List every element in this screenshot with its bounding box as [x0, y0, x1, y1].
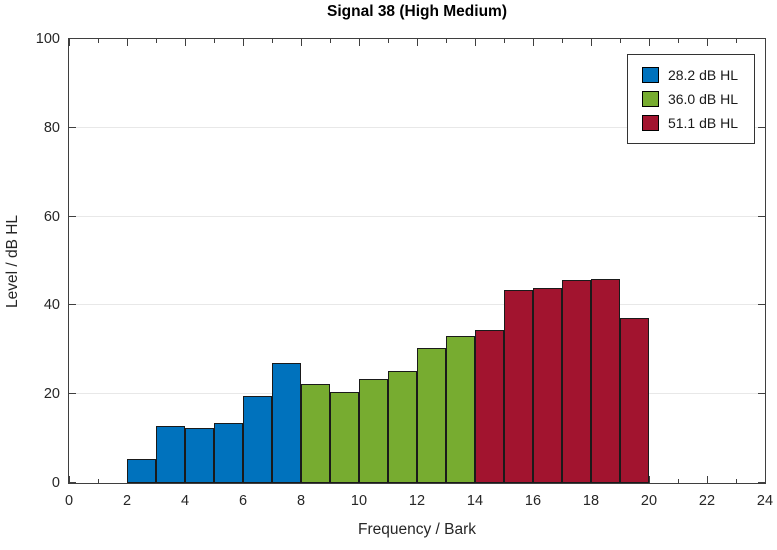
x-tick-label: 20 [640, 493, 658, 509]
legend-label: 28.2 dB HL [667, 67, 738, 83]
legend-item-2: 36.0 dB HL [641, 87, 738, 111]
x-tick-label: 6 [238, 493, 248, 509]
x-tick-label: 0 [64, 493, 74, 509]
gridline-y-60 [69, 215, 765, 217]
legend: 28.2 dB HL 36.0 dB HL 51.1 dB HL [626, 54, 755, 144]
y-tick-label: 20 [43, 386, 60, 403]
bar-series3-17bark [562, 279, 591, 483]
x-tick-label: 12 [408, 493, 426, 509]
x-tick-major [301, 39, 302, 46]
x-tick-minor [620, 39, 621, 43]
x-tick-label: 4 [180, 493, 190, 509]
legend-swatch [641, 67, 659, 83]
bar-series1-2bark [127, 459, 156, 483]
x-tick-major [185, 39, 186, 46]
y-tick-left [69, 482, 76, 483]
x-tick-minor [388, 39, 389, 43]
y-tick-right [758, 482, 765, 483]
legend-label: 51.1 dB HL [667, 115, 738, 131]
x-tick-major [649, 476, 650, 483]
x-tick-label: 22 [698, 493, 716, 509]
x-tick-major [359, 39, 360, 46]
bar-series1-6bark [243, 396, 272, 483]
chart-title: Signal 38 (High Medium) [327, 3, 507, 20]
bar-series1-5bark [214, 422, 243, 483]
x-tick-minor [330, 39, 331, 43]
x-tick-minor [98, 39, 99, 43]
x-tick-label: 2 [122, 493, 132, 509]
y-tick-label: 100 [35, 31, 60, 47]
bar-series3-14bark [475, 329, 504, 483]
bar-series1-7bark [272, 363, 301, 483]
bar-series3-19bark [620, 317, 649, 483]
x-tick-minor [678, 479, 679, 483]
bar-series3-18bark [591, 278, 620, 483]
x-tick-minor [504, 39, 505, 43]
y-tick-label: 60 [43, 208, 60, 225]
y-tick-right [758, 304, 765, 306]
x-tick-minor [562, 39, 563, 43]
x-axis-label: Frequency / Bark [357, 521, 477, 538]
x-tick-label: 24 [756, 493, 774, 509]
y-tick-left [69, 393, 76, 395]
y-tick-right [758, 126, 765, 128]
x-tick-minor [736, 479, 737, 483]
x-tick-major [417, 39, 418, 46]
x-tick-major [765, 39, 766, 46]
bar-series2-10bark [359, 378, 388, 483]
bar-series2-12bark [417, 347, 446, 483]
gridline-y-80 [69, 126, 765, 128]
bar-series3-16bark [533, 287, 562, 483]
legend-swatch [641, 115, 659, 131]
x-tick-label: 16 [524, 493, 542, 509]
y-tick-left [69, 38, 76, 39]
x-tick-major [707, 39, 708, 46]
y-tick-right [758, 215, 765, 217]
bar-series1-3bark [156, 425, 185, 483]
x-tick-minor [98, 479, 99, 483]
y-tick-left [69, 126, 76, 128]
gridline-y-40 [69, 304, 765, 306]
x-tick-major [765, 476, 766, 483]
y-tick-label: 0 [51, 475, 60, 491]
y-tick-label: 80 [43, 119, 60, 136]
y-tick-label: 40 [43, 297, 60, 314]
x-tick-major [127, 39, 128, 46]
bar-series3-15bark [504, 290, 533, 483]
legend-swatch [641, 91, 659, 107]
x-tick-major [707, 476, 708, 483]
y-tick-left [69, 215, 76, 217]
x-tick-major [243, 39, 244, 46]
bar-series2-13bark [446, 336, 475, 483]
x-tick-minor [272, 39, 273, 43]
legend-item-1: 28.2 dB HL [641, 63, 738, 87]
x-tick-minor [156, 39, 157, 43]
x-tick-label: 18 [582, 493, 600, 509]
x-tick-major [533, 39, 534, 46]
x-tick-label: 10 [350, 493, 368, 509]
y-axis-label: Level / dB HL [4, 214, 21, 308]
x-tick-minor [446, 39, 447, 43]
x-tick-minor [214, 39, 215, 43]
bar-series2-9bark [330, 392, 359, 483]
legend-item-3: 51.1 dB HL [641, 111, 738, 135]
y-tick-right [758, 393, 765, 395]
x-tick-major [69, 39, 70, 46]
x-tick-label: 8 [296, 493, 306, 509]
x-tick-major [475, 39, 476, 46]
x-tick-minor [678, 39, 679, 43]
plot-area: 28.2 dB HL 36.0 dB HL 51.1 dB HL 0 20 40 60 80… [36, 31, 773, 509]
y-tick-left [69, 304, 76, 306]
y-tick-right [758, 38, 765, 39]
legend-label: 36.0 dB HL [667, 91, 738, 107]
bar-series1-4bark [185, 427, 214, 483]
x-tick-major [591, 39, 592, 46]
x-tick-label: 14 [466, 493, 484, 509]
x-tick-major [649, 39, 650, 46]
bar-series2-8bark [301, 384, 330, 483]
x-tick-major [69, 476, 70, 483]
x-tick-minor [736, 39, 737, 43]
bar-series2-11bark [388, 370, 417, 483]
